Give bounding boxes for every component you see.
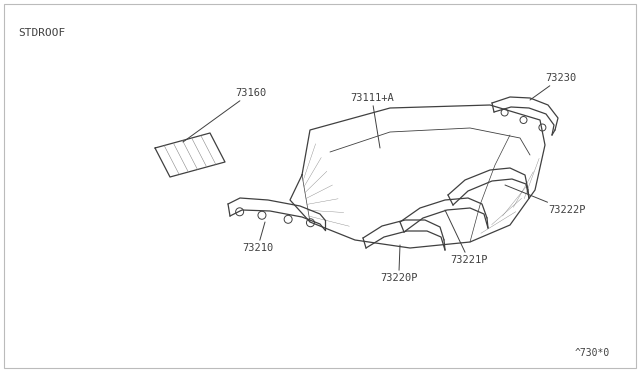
Text: 73221P: 73221P [445,210,488,265]
Text: 73210: 73210 [242,222,273,253]
Text: 73230: 73230 [530,73,576,100]
Text: 73222P: 73222P [505,185,586,215]
Text: 73111+A: 73111+A [350,93,394,148]
Text: ^730*0: ^730*0 [575,348,610,358]
FancyBboxPatch shape [4,4,636,368]
Text: STDROOF: STDROOF [18,28,65,38]
Text: 73220P: 73220P [380,245,417,283]
Text: 73160: 73160 [183,88,266,142]
